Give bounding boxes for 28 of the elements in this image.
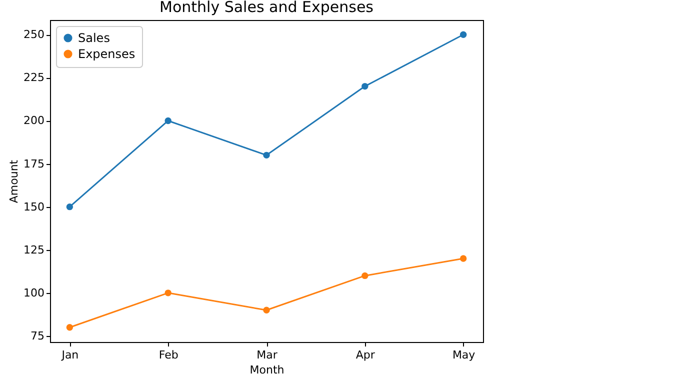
chart-title: Monthly Sales and Expenses	[160, 0, 374, 16]
x-tick-label: Apr	[356, 348, 376, 362]
point	[460, 31, 467, 38]
y-tick-label: 250	[24, 28, 44, 42]
point	[263, 306, 270, 314]
x-tick-label: Mar	[256, 348, 278, 362]
x-tick-label: May	[452, 348, 476, 362]
point	[66, 203, 74, 210]
y-axis-title: Amount	[8, 159, 21, 204]
y-tick-label: 100	[24, 286, 44, 300]
y-tick-label: 225	[24, 71, 44, 84]
point	[362, 272, 368, 280]
legend-label: Expenses	[78, 47, 136, 61]
point	[164, 290, 172, 296]
x-axis-title: Month	[250, 364, 284, 376]
point	[460, 255, 467, 262]
y-tick-label: 150	[24, 200, 44, 214]
point	[362, 82, 368, 90]
point	[66, 324, 74, 331]
y-tick-label: 175	[24, 157, 44, 170]
legend-label: Sales	[78, 31, 110, 45]
point	[263, 152, 270, 159]
y-tick-label: 125	[24, 243, 44, 256]
point	[164, 117, 172, 124]
y-tick-label: 200	[24, 114, 44, 128]
x-tick-label: Jan	[60, 348, 79, 362]
y-tick-label: 75	[30, 329, 44, 342]
x-tick-label: Feb	[158, 348, 178, 362]
